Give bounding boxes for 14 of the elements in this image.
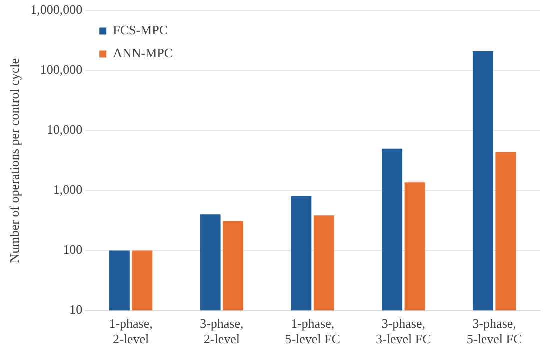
y-tick-label: 100,000 [40, 62, 83, 78]
y-tick-label: 10,000 [46, 122, 83, 138]
legend-label: FCS-MPC [113, 22, 168, 38]
x-tick-label: 1-phase, 5-level FC [285, 316, 340, 347]
y-axis-title: Number of operations per control cycle [7, 58, 22, 264]
x-tick-label: 3-phase, 2-level [200, 316, 244, 347]
y-tick-label: 1,000,000 [30, 2, 83, 18]
x-tick-label: 1-phase, 2-level [109, 316, 153, 347]
y-tick-label: 100 [63, 242, 83, 258]
legend-label: ANN-MPC [113, 46, 174, 61]
x-tick-label: 3-phase, 5-level FC [466, 316, 522, 347]
y-tick-label: 1,000 [53, 182, 83, 198]
y-tick-label: 10 [70, 302, 83, 318]
x-tick-label: 3-phase, 3-level FC [376, 316, 432, 347]
